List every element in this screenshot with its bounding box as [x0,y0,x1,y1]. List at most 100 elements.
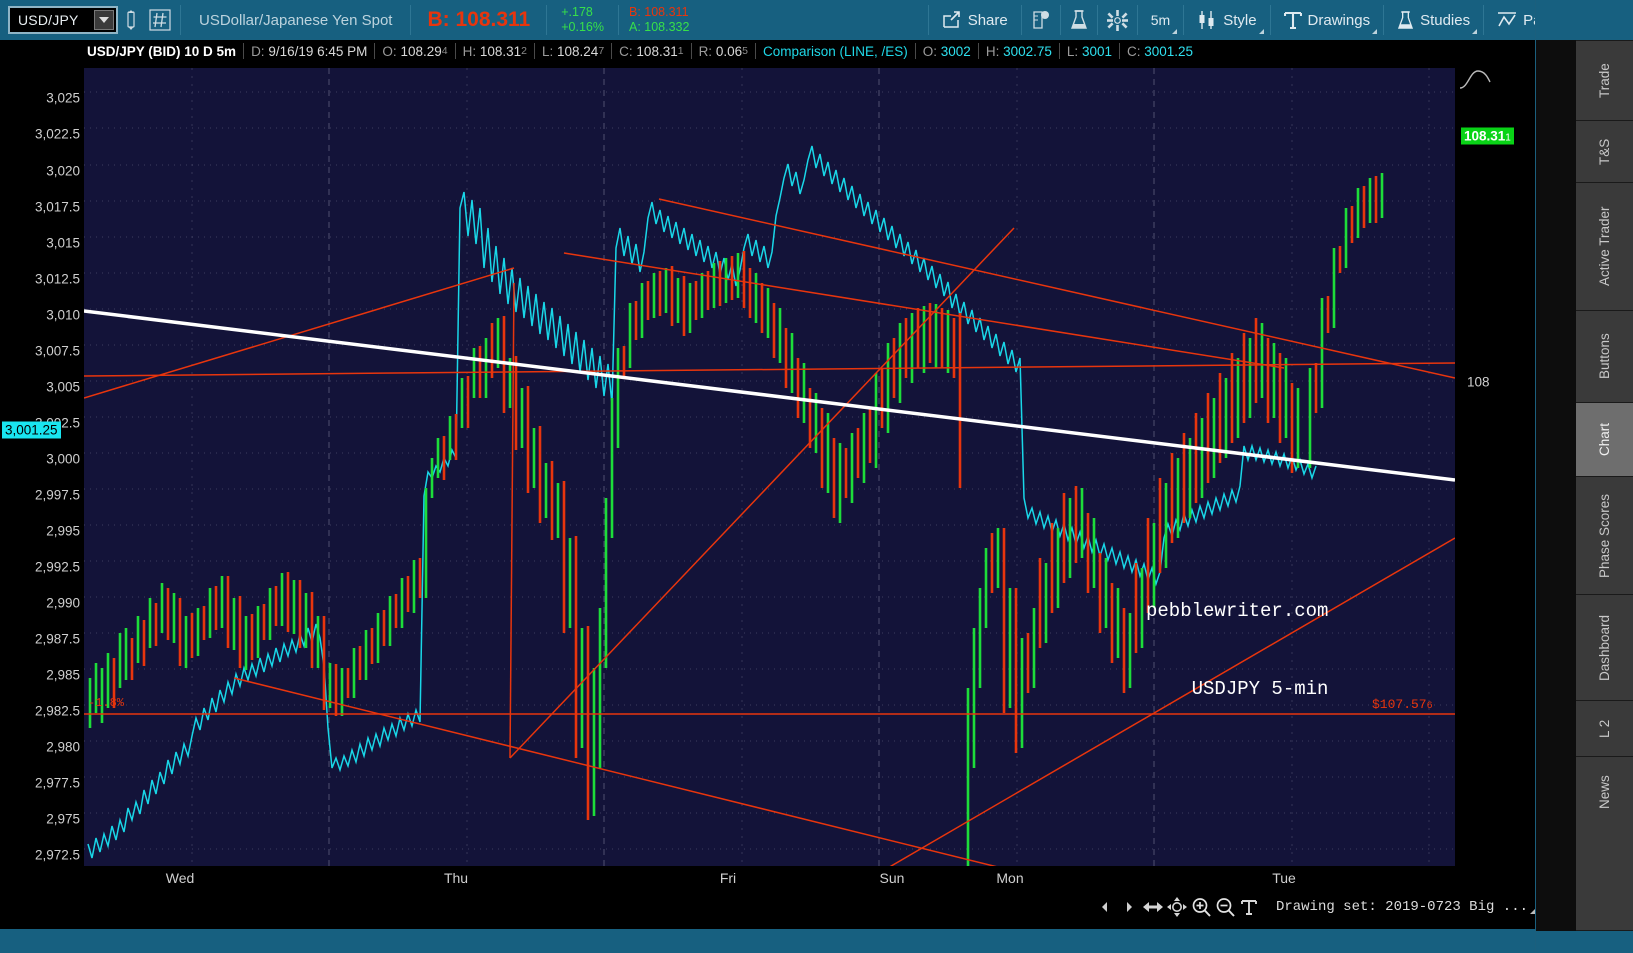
price-axis-left[interactable]: 3,025 3,022.5 3,020 3,017.5 3,015 3,012.… [0,68,84,866]
info-close: C: 108.31 1 [612,43,692,59]
grid-hash-icon[interactable] [144,3,176,37]
right-sidebar: Trade T&S Active Trader Buttons Chart Ph… [1535,0,1633,953]
chart-thumbnail-icon[interactable] [1458,66,1492,92]
toolbar-divider [617,5,619,35]
sidebar-item-l2[interactable]: L 2 [1576,700,1633,756]
interval-button[interactable]: 5m [1142,3,1179,37]
x-tick: Tue [1272,870,1296,886]
expand-horizontal-icon[interactable] [1142,894,1164,920]
bottom-blue-strip [0,929,1535,953]
info-open-label: O: [382,43,397,59]
support-price-value: $107.57 [1372,697,1427,712]
info-open-sub: 4 [441,45,448,57]
y-tick: 2,977.5 [34,775,80,791]
drawing-set-label[interactable]: Drawing set: 2019-0723 Big ... [1275,898,1528,915]
info-low-sub: 7 [598,45,605,57]
y-tick: 2,975 [46,811,80,827]
info-comp-low: L: 3001 [1060,43,1120,59]
text-tool-icon[interactable] [1238,894,1260,920]
info-comp-high-value: 3002.75 [1003,43,1052,59]
drawing-set-dropdown-corner-icon[interactable] [1530,908,1535,914]
share-label: Share [967,11,1008,29]
y-tick: 2,972.5 [34,847,80,863]
toolbar-divider [1136,5,1138,35]
chart-plot[interactable]: pebblewriter.com USDJPY 5-min $107.576 -… [84,68,1455,866]
y-tick: 2,992.5 [34,559,80,575]
y-tick: 2,985 [46,667,80,683]
zoom-out-icon[interactable] [1214,894,1236,920]
flask-studies-icon[interactable] [1065,3,1093,37]
move-crosshair-icon[interactable] [1166,894,1188,920]
sidebar-item-active-trader[interactable]: Active Trader [1576,182,1633,310]
share-button[interactable]: Share [933,3,1017,37]
y-tick: 3,017.5 [34,199,80,215]
info-range-sub: 5 [742,45,748,57]
y-tick: 2,995 [46,523,80,539]
gear-icon[interactable] [1102,3,1133,37]
sidebar-item-chart[interactable]: Chart [1576,402,1633,476]
sidebar-item-news[interactable]: News [1576,756,1633,828]
symbol-description: USDollar/Japanese Yen Spot [199,11,393,29]
sidebar-item-label: L 2 [1597,719,1612,738]
symbol-select[interactable]: USD/JPY [8,6,118,34]
sidebar-item-ts[interactable]: T&S [1576,120,1633,182]
x-tick: Wed [165,870,195,886]
style-button[interactable]: Style [1188,3,1265,37]
link-symbol-icon[interactable] [118,3,144,37]
info-low: L: 108.24 7 [535,43,613,59]
toolbar-divider [1059,5,1061,35]
sidebar-item-phase-scores[interactable]: Phase Scores [1576,476,1633,594]
info-range-label: R: [698,43,713,59]
info-date-label: D: [251,43,265,59]
studies-button[interactable]: Studies [1388,3,1479,37]
info-high-value: 108.31 [479,43,522,59]
info-close-value: 108.31 [636,43,678,59]
info-low-label: L: [541,43,554,59]
y-tick: 3,015 [46,235,80,251]
info-comp-open-value: 3002 [940,43,971,59]
sidebar-empty-fill [1576,828,1633,931]
info-open: O: 108.29 4 [375,43,456,59]
toolbar-divider [1269,5,1271,35]
toolbar-divider [1483,5,1485,35]
info-comparison-title: Comparison (LINE, /ES) [756,43,916,59]
sidebar-item-label: T&S [1597,138,1612,165]
dropdown-corner-icon [1372,29,1378,34]
sidebar-item-trade[interactable]: Trade [1576,40,1633,120]
info-comp-close-label: C: [1126,43,1141,59]
sidebar-item-buttons[interactable]: Buttons [1576,310,1633,402]
info-comp-open: O: 3002 [916,43,979,59]
scroll-right-icon[interactable] [1118,894,1140,920]
chevron-down-icon[interactable] [94,10,114,30]
chart-area[interactable]: 3,025 3,022.5 3,020 3,017.5 3,015 3,012.… [0,62,1535,886]
interval-label: 5m [1150,12,1171,28]
y-tick: 3,010 [46,307,80,323]
chart-watermark: pebblewriter.com USDJPY 5-min [1146,546,1328,754]
scroll-left-icon[interactable] [1094,894,1116,920]
info-comp-high-label: H: [985,43,1000,59]
y-tick: 3,020 [46,163,80,179]
symbol-select-value: USD/JPY [18,12,79,28]
ask-small: A: 108.332 [628,20,690,34]
sidebar-item-label: Trade [1597,63,1612,98]
y-tick: 3,022.5 [34,126,80,142]
zoom-in-icon[interactable] [1190,894,1212,920]
right-axis-tick: 108 [1467,374,1490,390]
info-comp-close-value: 3001.25 [1144,43,1194,59]
sidebar-footer [1536,931,1633,953]
info-date: D: 9/16/19 6:45 PM [244,43,376,59]
drawings-button[interactable]: Drawings [1275,3,1380,37]
info-high-label: H: [462,43,477,59]
toolbar-divider [1383,5,1385,35]
y-tick: 3,005 [46,379,80,395]
info-open-value: 108.29 [400,43,442,59]
sidebar-item-dashboard[interactable]: Dashboard [1576,594,1633,700]
right-price-value: 108.31 [1464,128,1506,144]
note-info-icon[interactable] [1026,3,1056,37]
sidebar-item-label: Phase Scores [1597,493,1612,578]
time-axis[interactable]: Wed Thu Fri Sun Mon Tue [84,866,1455,898]
watermark-line-2: USDJPY 5-min [1191,678,1329,700]
price-axis-right[interactable]: 108.311 108 [1455,68,1535,866]
info-high: H: 108.31 2 [456,43,535,59]
